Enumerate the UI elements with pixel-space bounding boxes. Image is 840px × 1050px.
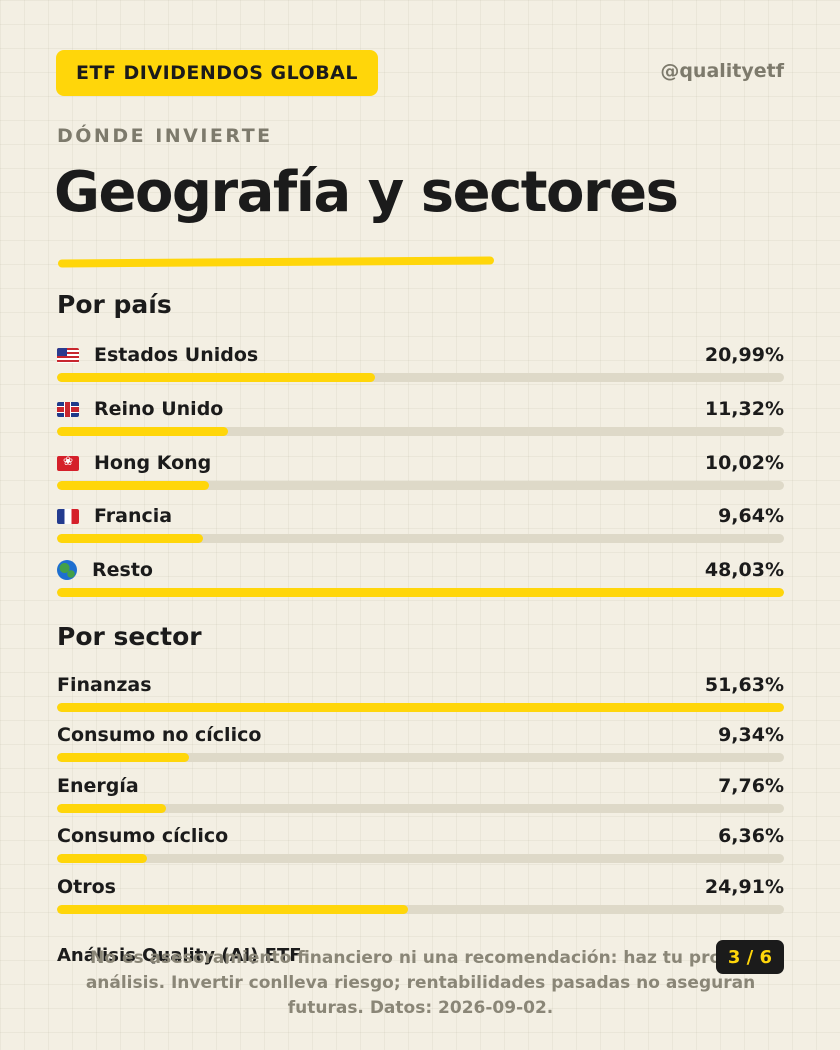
countries-section-title: Por país [57, 290, 172, 319]
page-indicator: 3 / 6 [715, 940, 784, 974]
hk-flag-icon [57, 455, 79, 471]
title-underline [57, 256, 495, 268]
page-title: Geografía y sectores [54, 160, 679, 225]
progress-track [57, 703, 784, 712]
progress-fill [57, 481, 209, 490]
country-row-rest: Resto 48,03% [57, 559, 784, 599]
sector-label: Finanzas [57, 674, 152, 696]
sector-row-consumo-no-ciclico: Consumo no cíclico 9,34% [57, 724, 784, 764]
account-handle: @qualityetf [660, 60, 784, 82]
progress-track [57, 373, 784, 382]
us-flag-icon [57, 347, 79, 363]
uk-flag-icon [57, 401, 79, 417]
sector-label: Energía [57, 775, 139, 797]
progress-fill [57, 588, 784, 597]
sector-value: 6,36% [718, 825, 784, 847]
progress-track [57, 905, 784, 914]
progress-fill [57, 703, 784, 712]
progress-fill [57, 854, 147, 863]
sector-value: 24,91% [704, 876, 784, 898]
section-eyebrow: DÓNDE INVIERTE [57, 125, 273, 147]
progress-track [57, 427, 784, 436]
country-value: 11,32% [704, 398, 784, 420]
country-row-us: Estados Unidos 20,99% [57, 344, 784, 384]
sector-value: 9,34% [718, 724, 784, 746]
fr-flag-icon [57, 508, 79, 524]
country-value: 10,02% [704, 452, 784, 474]
sector-row-otros: Otros 24,91% [57, 876, 784, 916]
sector-value: 51,63% [704, 674, 784, 696]
progress-track [57, 854, 784, 863]
progress-fill [57, 373, 375, 382]
sector-label: Consumo no cíclico [57, 724, 262, 746]
footer-title: Análisis Quality (AI) ETF [57, 945, 302, 966]
country-row-uk: Reino Unido 11,32% [57, 398, 784, 438]
sector-row-consumo-ciclico: Consumo cíclico 6,36% [57, 825, 784, 865]
progress-fill [57, 905, 408, 914]
progress-fill [57, 753, 189, 762]
progress-track [57, 804, 784, 813]
country-value: 48,03% [704, 559, 784, 581]
country-row-fr: Francia 9,64% [57, 505, 784, 545]
country-label: Resto [92, 559, 153, 581]
series-badge: ETF DIVIDENDOS GLOBAL [56, 50, 378, 96]
disclaimer-text: No es asesoramiento financiero ni una re… [85, 948, 756, 1018]
country-row-hk: Hong Kong 10,02% [57, 452, 784, 492]
country-label: Estados Unidos [94, 344, 259, 366]
progress-fill [57, 427, 229, 436]
country-value: 20,99% [704, 344, 784, 366]
sector-value: 7,76% [718, 775, 784, 797]
country-label: Hong Kong [94, 452, 212, 474]
country-label: Francia [94, 505, 173, 527]
progress-track [57, 534, 784, 543]
progress-fill [57, 534, 203, 543]
progress-track [57, 588, 784, 597]
sector-label: Consumo cíclico [57, 825, 229, 847]
progress-track [57, 753, 784, 762]
sector-row-finanzas: Finanzas 51,63% [57, 674, 784, 714]
progress-fill [57, 804, 167, 813]
globe-icon [57, 560, 77, 580]
country-value: 9,64% [718, 505, 784, 527]
progress-track [57, 481, 784, 490]
sector-label: Otros [57, 876, 116, 898]
sector-row-energia: Energía 7,76% [57, 775, 784, 815]
sectors-section-title: Por sector [57, 622, 202, 651]
country-label: Reino Unido [94, 398, 224, 420]
